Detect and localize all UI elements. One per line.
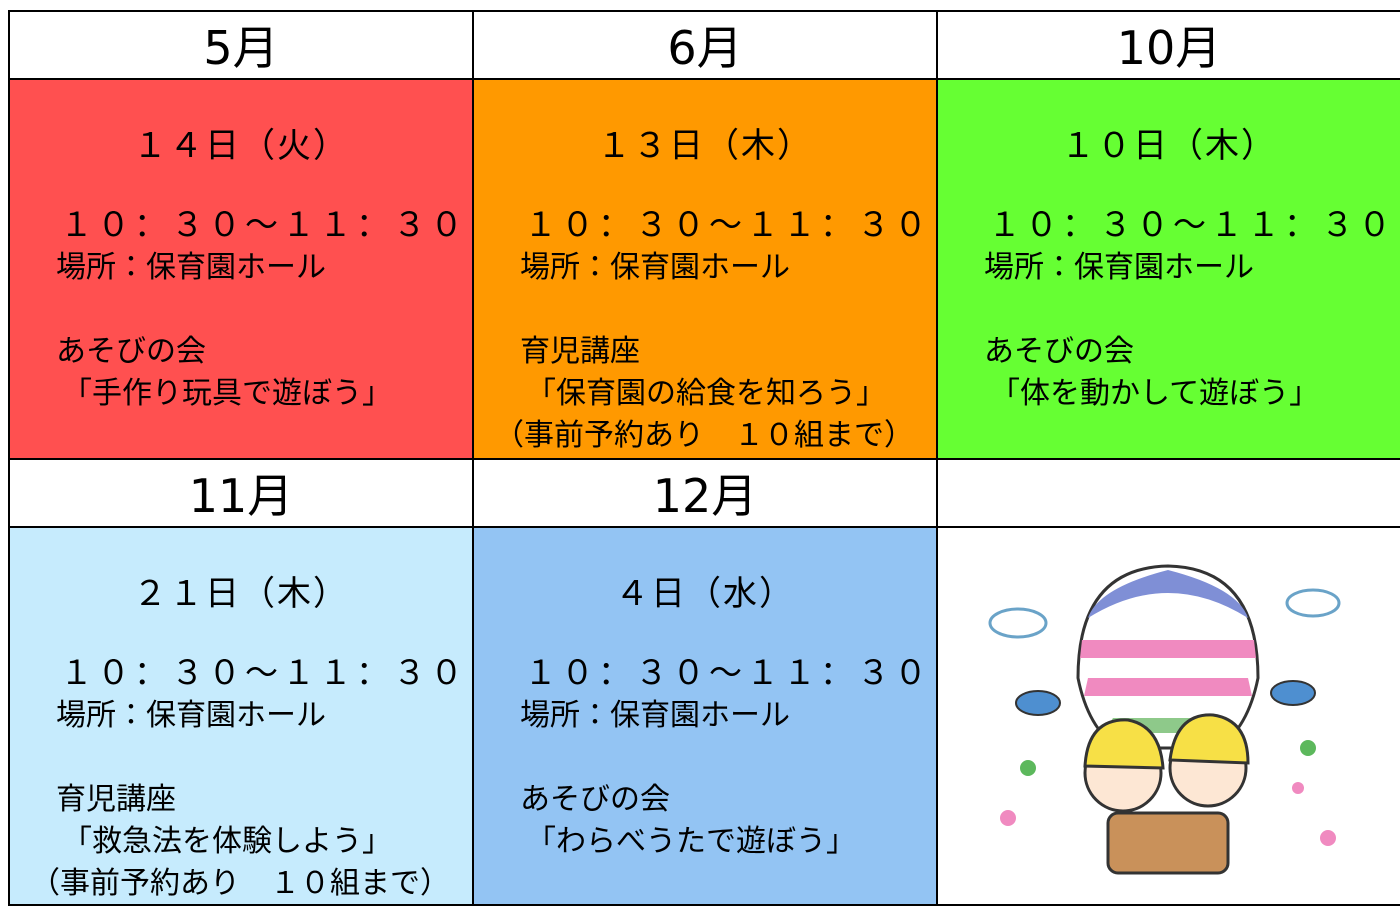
event-date: ２１日（木）	[133, 574, 349, 614]
event-detail: 「手作り玩具で遊ぼう」	[62, 376, 392, 411]
event-date: １０日（木）	[1061, 126, 1277, 166]
month-header: 10月	[936, 10, 1400, 80]
event-date: ４日（水）	[615, 574, 795, 614]
empty-header	[936, 458, 1400, 528]
event-title: あそびの会	[520, 782, 670, 817]
event-detail: 「救急法を体験しよう」	[62, 824, 392, 859]
event-cell: １０日（木） １０：３０〜１１：３０ 場所：保育園ホール あそびの会「体を動かして遊ぼ…	[936, 78, 1400, 460]
event-cell: ２１日（木） １０：３０〜１１：３０ 場所：保育園ホール 育児講座「救急法を体験しよう…	[8, 526, 474, 906]
event-title: 育児講座	[56, 782, 176, 817]
month-header: 5月	[8, 10, 474, 80]
month-header: 6月	[472, 10, 938, 80]
event-date: １４日（火）	[133, 126, 349, 166]
event-place: 場所：保育園ホール	[520, 698, 790, 733]
event-time: １０：３０〜１１：３０	[60, 205, 467, 244]
event-place: 場所：保育園ホール	[520, 250, 790, 285]
event-detail: 「わらべうたで遊ぼう」	[526, 824, 856, 859]
event-title: あそびの会	[984, 334, 1134, 369]
month-header: 11月	[8, 458, 474, 528]
event-date: １３日（木）	[597, 126, 813, 166]
event-cell: １３日（木） １０：３０〜１１：３０ 場所：保育園ホール 育児講座「保育園の給食を知ろ…	[472, 78, 938, 460]
event-place: 場所：保育園ホール	[984, 250, 1254, 285]
event-title: あそびの会	[56, 334, 206, 369]
event-place: 場所：保育園ホール	[56, 250, 326, 285]
event-time: １０：３０〜１１：３０	[988, 205, 1395, 244]
event-place: 場所：保育園ホール	[56, 698, 326, 733]
event-time: １０：３０〜１１：３０	[60, 653, 467, 692]
event-time: １０：３０〜１１：３０	[524, 653, 931, 692]
event-title: 育児講座	[520, 334, 640, 369]
illustration-cell	[936, 526, 1400, 906]
event-detail: 「保育園の給食を知ろう」	[526, 376, 886, 411]
event-time: １０：３０〜１１：３０	[524, 205, 931, 244]
event-cell: １４日（火） １０：３０〜１１：３０ 場所：保育園ホール あそびの会「手作り玩具で遊ぼ…	[8, 78, 474, 460]
event-detail: 「体を動かして遊ぼう」	[990, 376, 1320, 411]
event-detail: （事前予約あり １０組まで）	[30, 866, 450, 901]
event-cell: ４日（水） １０：３０〜１１：３０ 場所：保育園ホール あそびの会「わらべうたで遊ぼう…	[472, 526, 938, 906]
event-detail: （事前予約あり １０組まで）	[494, 418, 914, 453]
balloon-illustration	[988, 564, 1341, 875]
month-header: 12月	[472, 458, 938, 528]
